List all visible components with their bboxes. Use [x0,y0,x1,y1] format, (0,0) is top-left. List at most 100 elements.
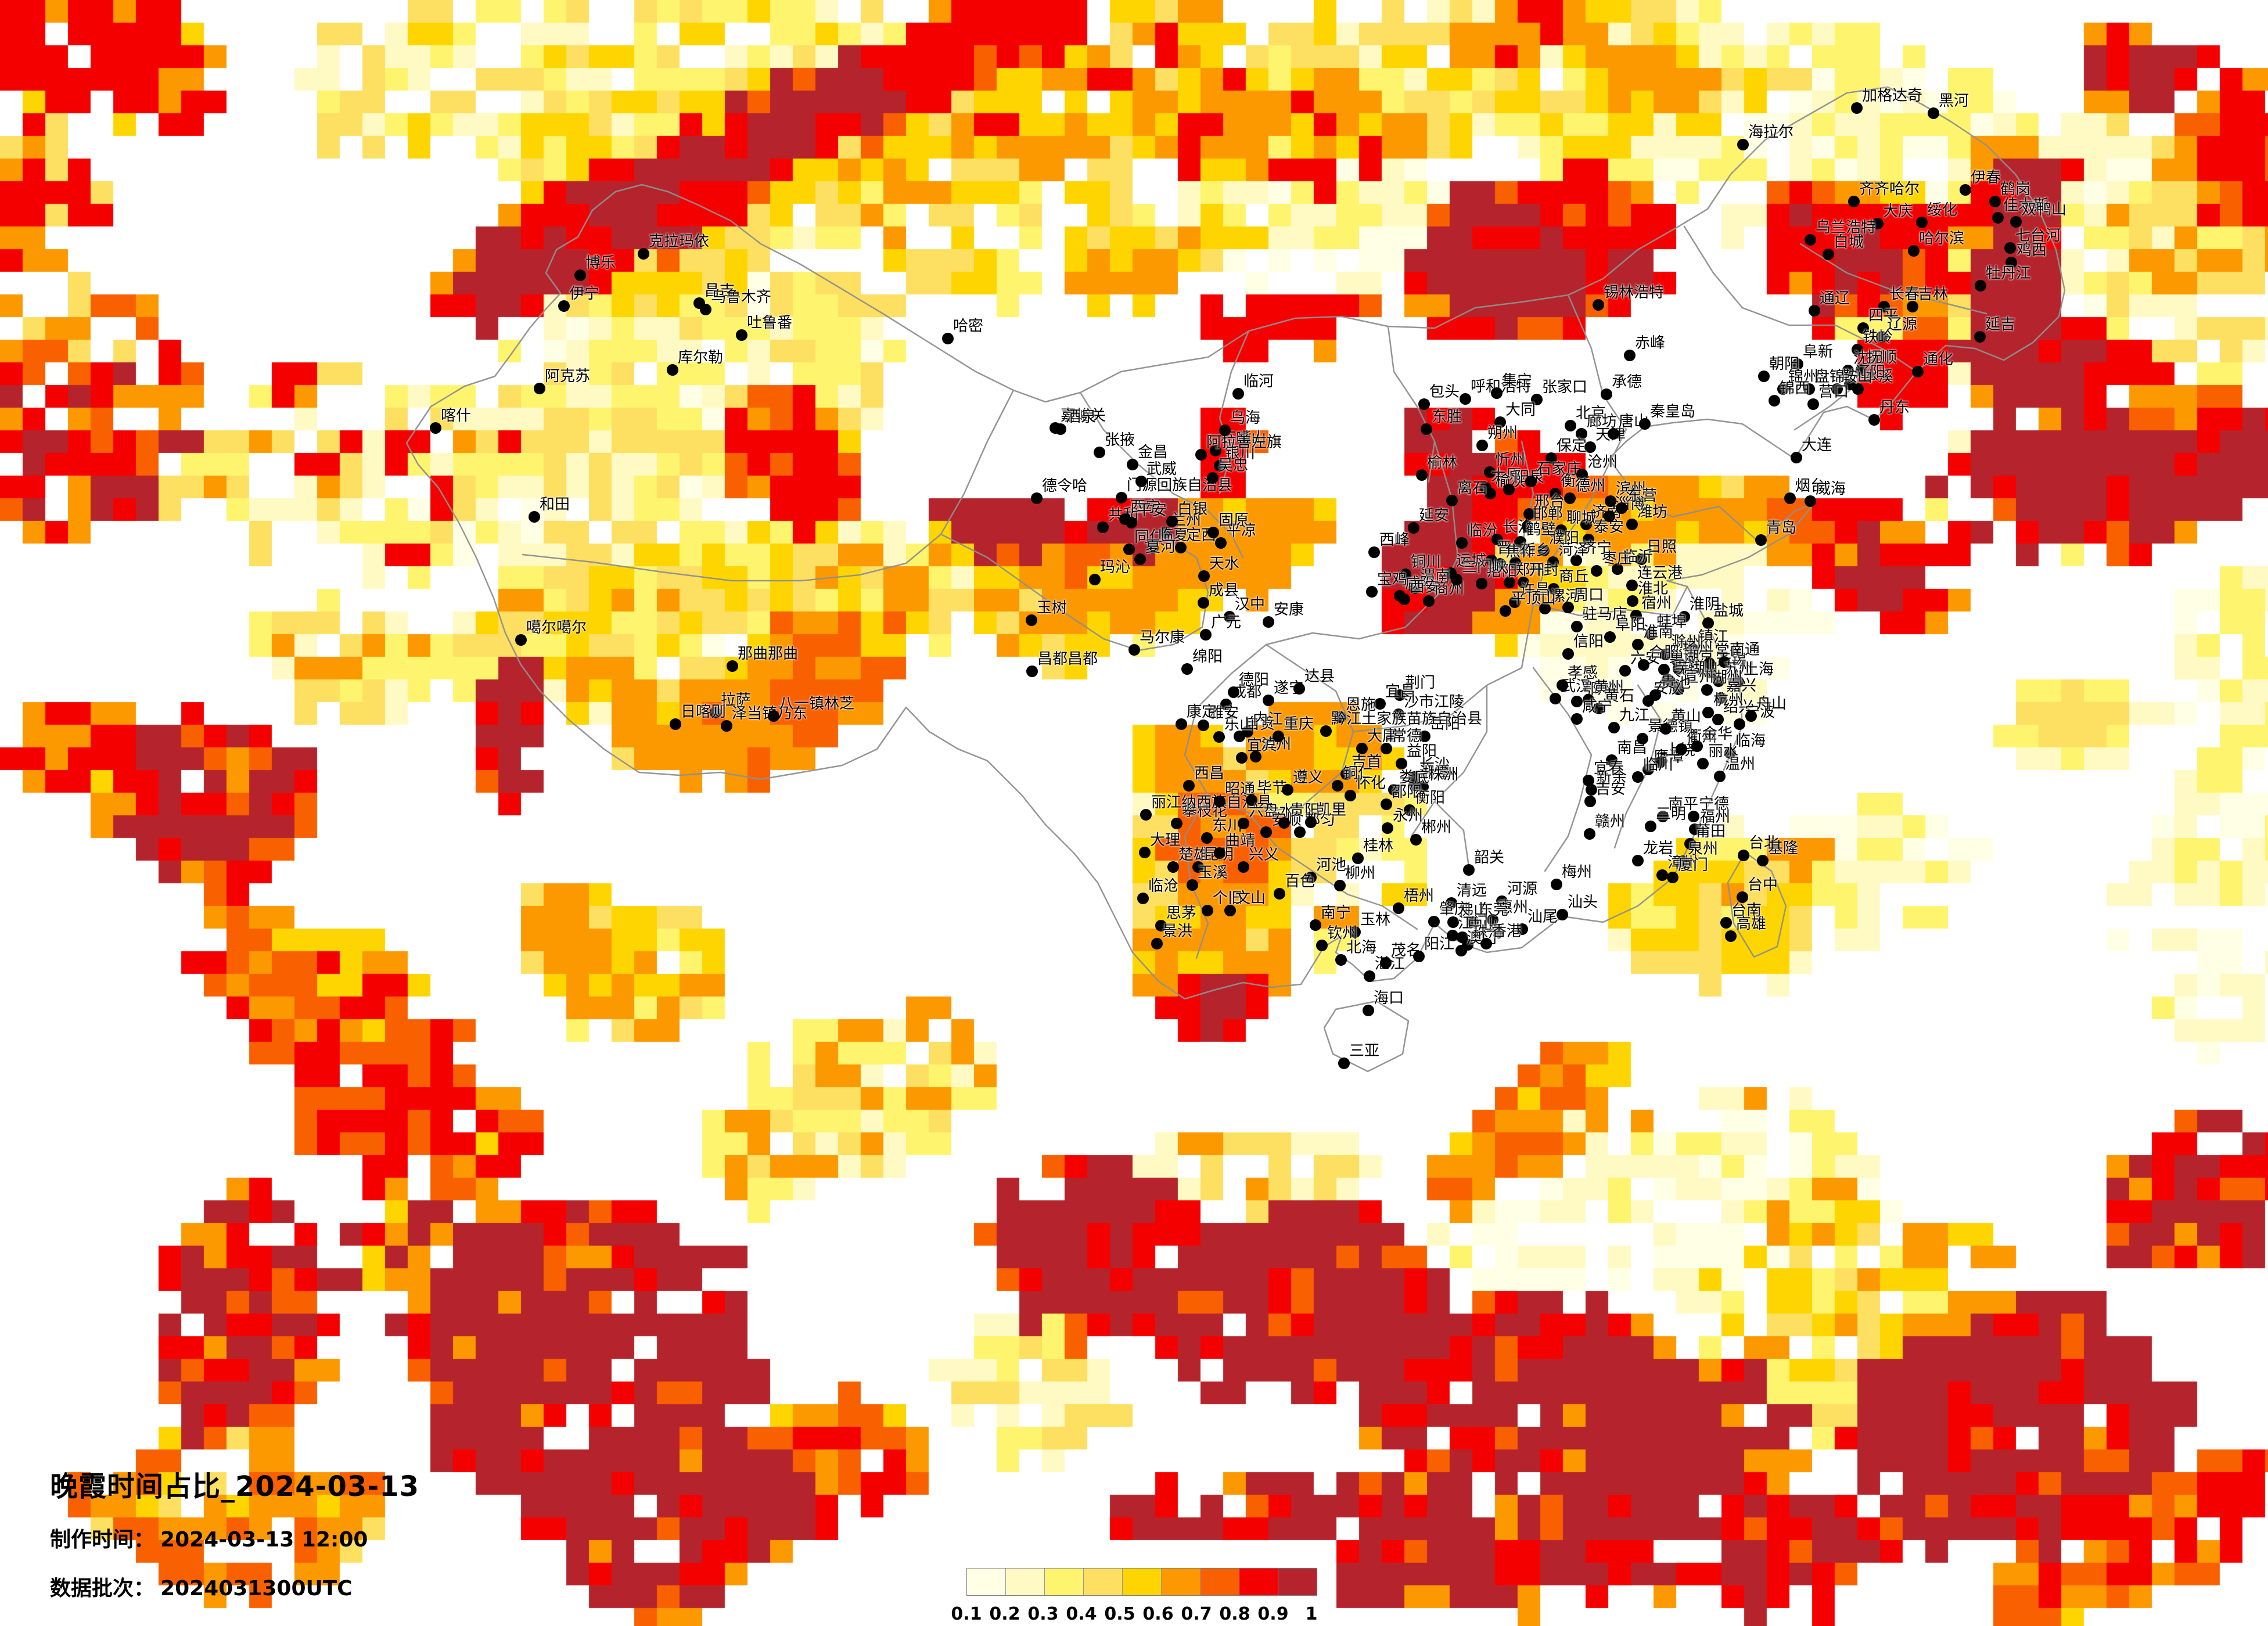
city-dot-icon [1334,880,1346,891]
city-dot-icon [1363,1005,1374,1016]
map-info-block: 晚霞时间占比_2024-03-13 制作时间： 2024-03-13 12:00 … [50,1463,419,1602]
city-dot-icon [1214,460,1225,472]
city-label: 本溪 [1863,368,1894,386]
city-dot-icon [1632,639,1644,650]
city-dot-icon [1026,614,1037,626]
legend-tick-label: 1 [1305,1604,1318,1624]
city-label: 台北 [1749,834,1780,852]
legend-tick-label: 0.3 [1027,1604,1059,1624]
city-label: 盘锦 [1814,368,1845,386]
city-label: 个旧 [1213,890,1243,907]
city-dot-icon [1494,416,1506,428]
map-title: 晚霞时间占比_2024-03-13 [50,1470,420,1503]
city-dot-icon [1419,731,1430,742]
city-label: 佛山 [1458,901,1489,919]
city-dot-icon [1720,917,1732,929]
city-label: 集宁 [1502,372,1533,390]
city-label: 岳阳 [1430,715,1461,733]
city-label: 武威 [1146,461,1177,478]
border-hebei-shandong [1532,394,1627,605]
city-dot-icon [1657,811,1669,822]
city-dot-icon [1220,699,1232,710]
city-label: 河源 [1507,880,1538,898]
city-dot-icon [1734,718,1745,730]
city-label: 鞍山 [1842,368,1873,386]
city-dot-icon [1645,628,1657,640]
city-label: 营口 [1818,383,1849,401]
city-label: 淮南 [1643,624,1674,641]
city-label: 龙岩 [1643,840,1674,857]
legend-tick-label: 0.5 [1104,1604,1135,1624]
city-dot-icon [1758,370,1770,382]
city-label: 蚌埠 [1656,613,1687,631]
city-dot-icon [1703,657,1715,669]
city-dot-icon [1236,752,1248,764]
city-dot-icon [1089,574,1101,585]
city-label: 黑河 [1939,92,1969,110]
city-dot-icon [1305,816,1317,828]
city-dot-icon [1689,823,1701,835]
city-dot-icon [1928,107,1939,119]
city-dot-icon [1638,659,1649,671]
city-dot-icon [1550,693,1561,704]
city-dot-icon [1316,940,1328,951]
city-dot-icon [1876,331,1888,343]
city-dot-icon [1139,847,1151,858]
city-label: 楚雄 [1178,846,1209,864]
city-dot-icon [1467,916,1479,928]
city-dot-icon [1677,855,1688,867]
city-dot-icon [1916,217,1928,228]
city-dot-icon [1192,861,1204,873]
city-label: 石家庄 [1536,461,1582,478]
city-dot-icon [1026,665,1038,677]
city-dot-icon [1565,420,1576,431]
city-dot-icon [1381,798,1392,810]
city-label: 东胜 [1432,408,1462,426]
city-label: 常德 [1392,728,1422,745]
city-label: 东川 [1212,817,1243,834]
city-label: 嘉峪关 [1061,407,1106,425]
city-label: 通化 [1923,351,1954,368]
city-dot-icon [1576,469,1588,480]
city-dot-icon [1147,542,1159,553]
city-dot-icon [1496,895,1508,907]
city-label: 马尔康 [1140,629,1185,646]
city-label: 玉树 [1037,599,1067,617]
city-dot-icon [1823,249,1834,260]
city-dot-icon [1176,718,1187,730]
city-label: 阜新 [1803,343,1834,361]
city-label: 贵池 [1660,674,1691,692]
city-label: 吉林 [1918,286,1949,303]
city-dot-icon [1400,569,1411,580]
data-batch-line: 数据批次： 2024031300UTC [50,1571,419,1602]
city-dot-icon [1456,537,1468,549]
city-dot-icon [1908,245,1920,257]
city-dot-icon [1907,301,1918,312]
city-dot-icon [1224,905,1236,916]
city-label: 泉州 [1688,840,1719,858]
city-dot-icon [1601,388,1612,400]
city-label: 孝感 [1568,664,1598,682]
city-dot-icon [1678,611,1690,623]
city-label: 三门峡 [1462,559,1508,576]
city-dot-icon [1388,784,1400,796]
city-dot-icon [1224,611,1235,623]
city-label: 汉中 [1235,596,1266,613]
city-dot-icon [1627,595,1638,607]
city-dot-icon [1135,476,1147,487]
city-label: 梧州 [1404,887,1435,905]
city-label: 运城 [1456,552,1487,570]
city-dot-icon [727,660,738,672]
city-label: 咸阳 [1405,575,1436,592]
city-label: 开封 [1529,562,1559,579]
city-dot-icon [1645,821,1656,832]
city-dot-icon [1409,582,1421,594]
city-label: 镇江 [1698,628,1729,646]
city-label: 广元 [1211,614,1242,631]
city-label: 衢州 [1687,728,1717,746]
city-dot-icon [1366,586,1378,598]
city-label: 新余 [1597,769,1627,786]
city-dot-icon [1273,731,1284,742]
